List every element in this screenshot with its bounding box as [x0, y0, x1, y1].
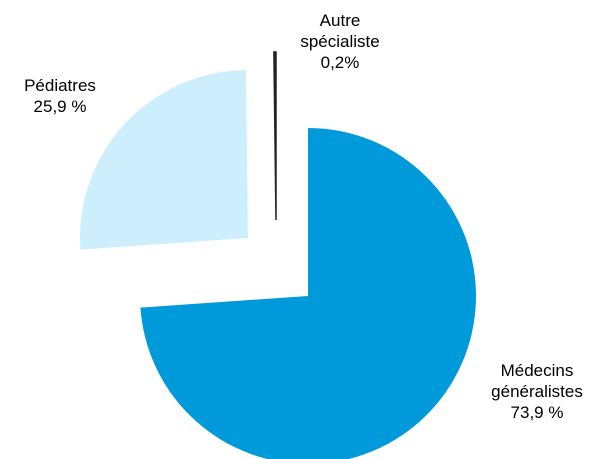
value-label: 0,2%: [320, 53, 360, 72]
value-label: 25,9 %: [33, 97, 87, 116]
pie-slice: [273, 51, 277, 221]
slice-label: Pédiatres 25,9 %: [2, 75, 118, 117]
pie-slice: [140, 128, 476, 459]
slice-label: Médecins généralistes 73,9 %: [479, 360, 595, 423]
value-label: 73,9 %: [510, 403, 564, 422]
pie-slice: [80, 70, 248, 250]
category-label: Pédiatres: [24, 76, 96, 95]
slice-label: Autre spécialiste 0,2%: [282, 10, 398, 73]
category-label: Autre spécialiste: [300, 11, 380, 51]
category-label: Médecins généralistes: [491, 361, 583, 401]
